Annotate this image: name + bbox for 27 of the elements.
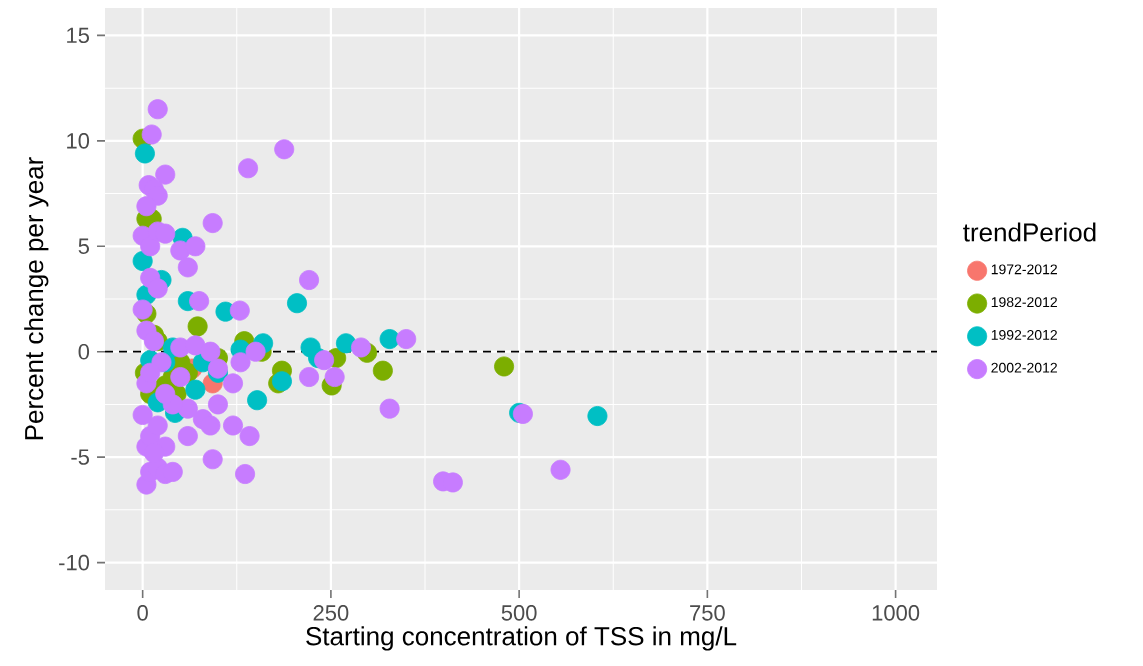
point <box>247 390 268 411</box>
y-tick-label: 0 <box>78 343 90 360</box>
legend-label: 1972-2012 <box>991 264 1057 275</box>
y-tick-label: 10 <box>67 133 90 149</box>
y-tick-label: 15 <box>67 27 89 44</box>
x-tick-label: 750 <box>690 605 725 621</box>
legend-label: 2002-2012 <box>991 362 1057 373</box>
point <box>134 143 155 164</box>
point <box>287 293 308 314</box>
point <box>372 360 393 381</box>
x-tick-label: 1000 <box>872 605 920 621</box>
legend-title: trendPeriod <box>963 222 1096 242</box>
point <box>187 316 208 337</box>
x-tick-label: 250 <box>313 605 349 621</box>
legend-label: 1992-2012 <box>991 329 1057 340</box>
y-axis-title: Percent change per year <box>24 157 49 440</box>
y-tick-label: 5 <box>78 238 89 254</box>
point <box>587 406 608 427</box>
x-tick-label: 500 <box>501 605 537 621</box>
point <box>379 329 400 350</box>
x-tick-label: 0 <box>137 605 148 621</box>
y-tick-label: -10 <box>59 554 90 571</box>
legend-label: 1982-2012 <box>991 297 1057 308</box>
point <box>185 379 206 400</box>
x-axis-title: Starting concentration of TSS in mg/L <box>306 626 737 651</box>
point <box>494 356 515 377</box>
y-tick-label: -5 <box>71 449 89 465</box>
